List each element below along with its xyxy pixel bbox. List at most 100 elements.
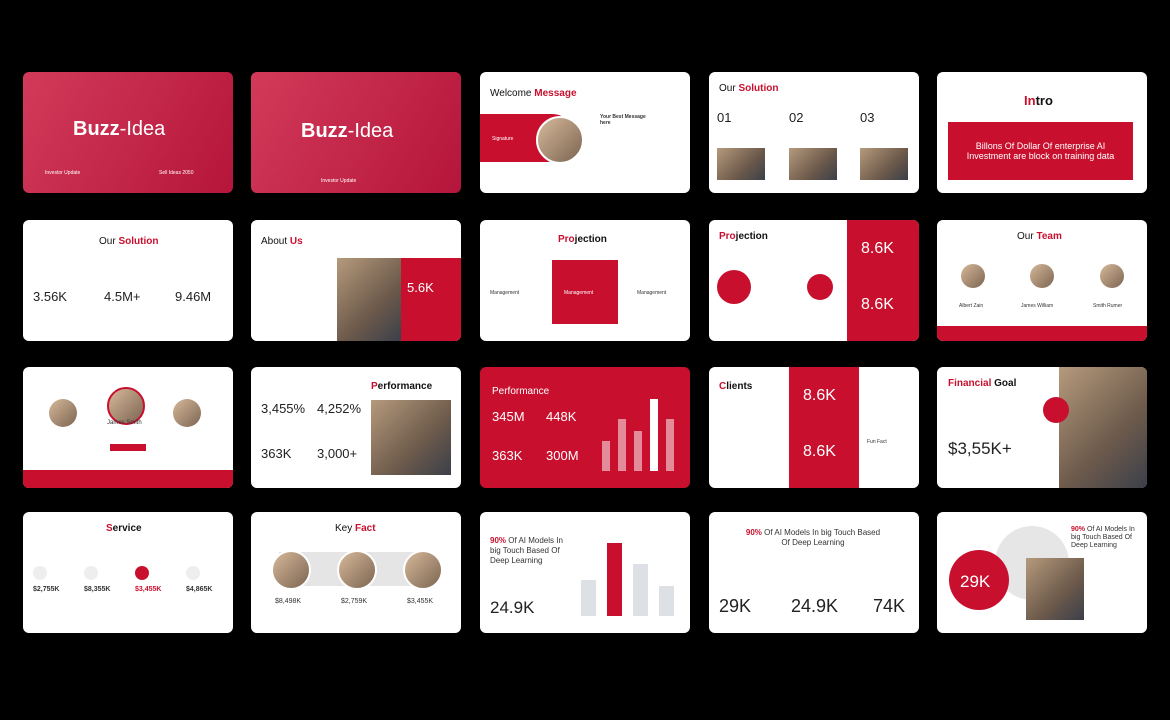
stat: 363K <box>261 446 292 461</box>
decor-bar <box>581 580 596 616</box>
slide[interactable]: 90% Of AI Models In big Touch Based Of D… <box>480 512 690 633</box>
title-b: Message <box>534 88 577 99</box>
title-a: S <box>106 523 113 534</box>
title-a: In <box>1024 93 1036 108</box>
photo <box>717 148 765 180</box>
photo <box>536 116 584 164</box>
photo <box>403 550 443 590</box>
decor-bar <box>659 586 674 616</box>
title-a: 90% <box>1071 526 1086 533</box>
photo <box>107 387 145 425</box>
stat: 363K <box>492 448 523 463</box>
decor-bar <box>607 543 622 616</box>
stat: $2,759K <box>341 598 368 605</box>
node <box>807 274 833 300</box>
decor-bar <box>634 431 642 471</box>
subtitle: Investor Update <box>321 178 357 184</box>
panel <box>401 258 461 341</box>
slide[interactable]: Performance 345M 448K 363K 300M <box>480 367 690 488</box>
title-a: Our <box>719 83 736 94</box>
photo <box>1030 264 1054 288</box>
slide[interactable]: Key Fact $8,498K $2,759K $3,455K <box>251 512 461 633</box>
title-b: Of AI Models In big Touch Based Of Deep … <box>761 528 881 547</box>
decor-bar <box>666 419 674 471</box>
slide[interactable]: Buzz-Idea Investor Update Sell Ideas 205… <box>23 72 233 193</box>
intro-text: Billons Of Dollar Of enterprise AI Inves… <box>948 122 1133 180</box>
slide[interactable]: Our Solution 3.56K 4.5M+ 9.46M <box>23 220 233 341</box>
slide[interactable]: 29K 90% Of AI Models In big Touch Based … <box>937 512 1147 633</box>
stat: 5.6K <box>407 280 434 295</box>
title-b: jection <box>735 231 768 242</box>
icon <box>84 566 98 580</box>
item-number: 02 <box>789 110 804 125</box>
slide[interactable]: Clients 8.6K 8.6K Fun Fact <box>709 367 919 488</box>
stat: $3,455K <box>407 598 434 605</box>
title-a: Financial <box>948 378 992 389</box>
badge <box>1043 397 1069 423</box>
slide[interactable]: Performance 3,455% 4,252% 363K 3,000+ <box>251 367 461 488</box>
slide[interactable]: Projection Management Management Managem… <box>480 220 690 341</box>
slide[interactable]: Welcome Message Signature Your Best Mess… <box>480 72 690 193</box>
slide[interactable]: Buzz-Idea Investor Update <box>251 72 461 193</box>
stat: $8,498K <box>275 598 302 605</box>
title-a: Our <box>99 236 116 247</box>
decor-bar <box>602 441 610 471</box>
title-a: 90% <box>745 528 762 537</box>
slide[interactable]: Our Team Albert Zain James William Smith… <box>937 220 1147 341</box>
photo <box>1026 558 1084 620</box>
stat: $4,865K <box>186 586 213 593</box>
stat: 4.5M+ <box>104 289 141 304</box>
title-a: Our <box>1017 231 1034 242</box>
slide[interactable]: Projection 8.6K 8.6K <box>709 220 919 341</box>
title-b: tro <box>1035 93 1053 108</box>
slide[interactable]: Service $2,755K $8,355K $3,455K $4,865K <box>23 512 233 633</box>
title: Performance <box>492 386 550 397</box>
stat: 8.6K <box>861 296 894 313</box>
panel <box>847 220 919 341</box>
stat: 4,252% <box>317 401 362 416</box>
title-b: Solution <box>118 236 159 247</box>
photo <box>789 148 837 180</box>
name: Smith Rumer <box>1093 303 1123 309</box>
stat: $3,455K <box>135 586 162 593</box>
title-b: Us <box>289 236 303 247</box>
node <box>717 270 751 304</box>
stat: $2,755K <box>33 586 60 593</box>
title-a: Buzz <box>301 120 348 142</box>
stat: 300M <box>546 448 579 463</box>
title-b: Goal <box>994 378 1017 389</box>
label: Signature <box>492 136 514 142</box>
button <box>110 444 146 451</box>
circle <box>949 550 1009 610</box>
footer-band <box>23 470 233 488</box>
stat: 345M <box>492 409 525 424</box>
title-a: Welcome <box>490 88 532 99</box>
slide[interactable]: Financial Goal $3,55K+ <box>937 367 1147 488</box>
title-b: lients <box>726 381 753 392</box>
icon <box>135 566 149 580</box>
subtitle: Sell Ideas 2050 <box>159 170 194 176</box>
name: Albert Zain <box>959 303 984 309</box>
stat: 8.6K <box>803 443 836 460</box>
slide[interactable]: 90% Of AI Models In big Touch Based Of D… <box>709 512 919 633</box>
subtitle: Investor Update <box>45 170 81 176</box>
photo <box>1059 367 1147 488</box>
panel <box>789 367 859 488</box>
stat: 24.9K <box>490 598 535 617</box>
stat: 24.9K <box>791 596 839 616</box>
stat: 3,000+ <box>317 446 358 461</box>
slide[interactable]: Intro Billons Of Dollar Of enterprise AI… <box>937 72 1147 193</box>
photo <box>961 264 985 288</box>
slide[interactable]: Our Solution 01 02 03 <box>709 72 919 193</box>
title-b: Of AI Models In big Touch Based Of Deep … <box>490 536 563 565</box>
stat: $8,355K <box>84 586 111 593</box>
label: Fun Fact <box>867 439 887 445</box>
title-b: Solution <box>738 83 779 94</box>
stat: 3.56K <box>33 289 67 304</box>
title: Buzz-Idea <box>73 118 165 141</box>
stat: 9.46M <box>175 289 212 304</box>
slide[interactable]: About Us 5.6K <box>251 220 461 341</box>
slide[interactable]: James Smith <box>23 367 233 488</box>
title-b: erformance <box>377 381 433 392</box>
